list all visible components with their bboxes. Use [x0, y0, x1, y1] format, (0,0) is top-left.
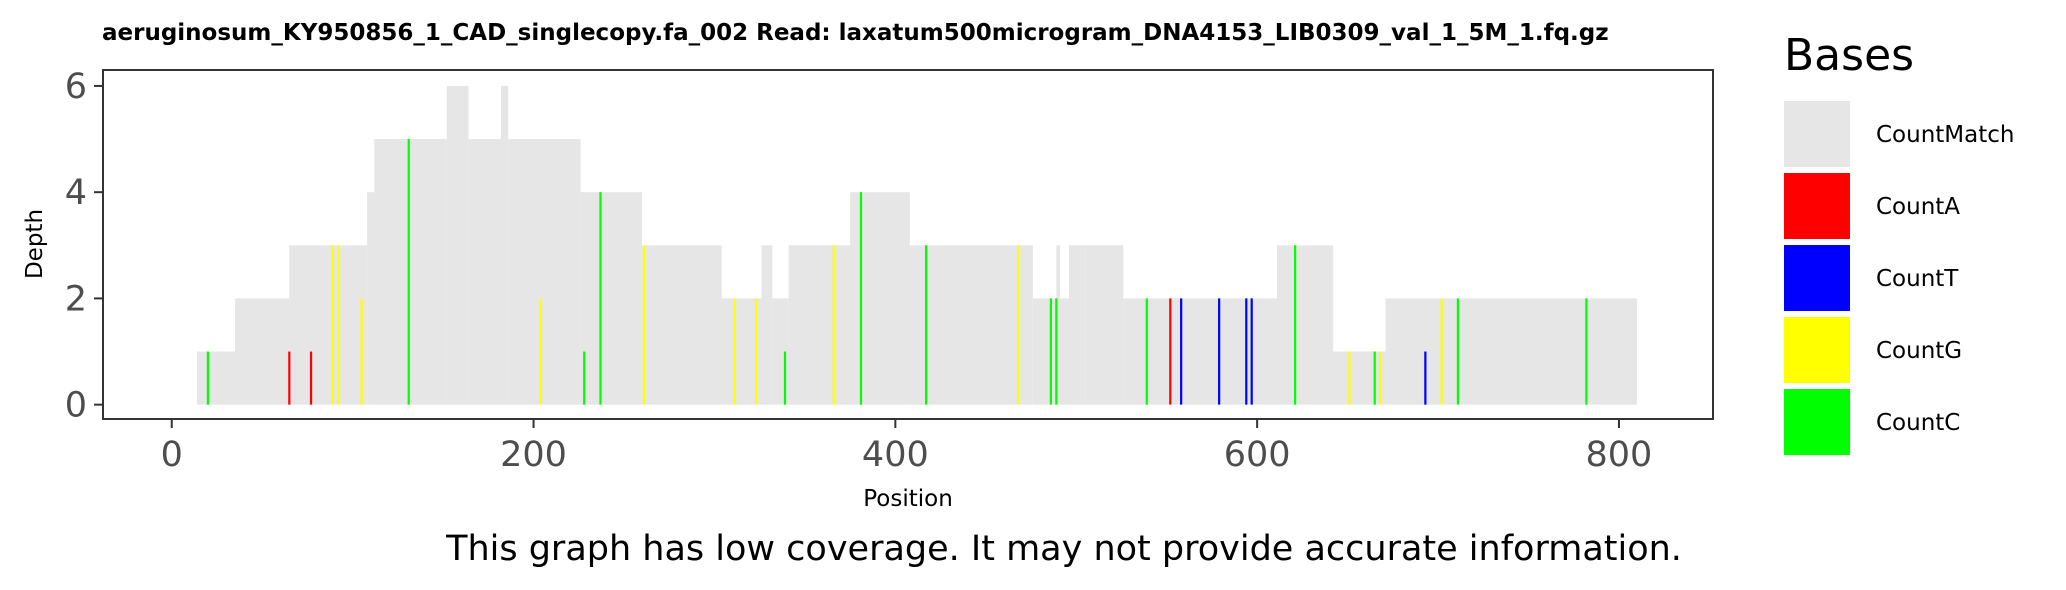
coverage-bar — [508, 139, 539, 405]
y-tick-label: 6 — [65, 67, 87, 107]
chart-title: aeruginosum_KY950856_1_CAD_singlecopy.fa… — [102, 20, 1609, 46]
coverage-bar — [850, 192, 910, 405]
coverage-bar — [1059, 298, 1069, 405]
coverage-bar — [1069, 245, 1086, 405]
coverage-bar — [446, 85, 469, 405]
x-tick-label: 600 — [1224, 435, 1291, 475]
legend-label-countt: CountT — [1876, 266, 1959, 292]
y-tick-label: 4 — [65, 173, 87, 213]
coverage-bar — [1277, 245, 1334, 405]
coverage-bar — [642, 245, 722, 405]
coverage-bar — [1385, 298, 1638, 405]
legend-key-countg — [1784, 317, 1850, 383]
coverage-bar — [580, 192, 643, 405]
coverage-bar — [1333, 351, 1386, 405]
x-tick-label: 800 — [1586, 435, 1653, 475]
legend-label-counta: CountA — [1876, 194, 1960, 220]
coverage-bar — [197, 351, 236, 405]
coverage-bar — [721, 298, 762, 405]
coverage-bar — [772, 298, 789, 405]
x-tick-label: 200 — [500, 435, 567, 475]
coverage-bar — [367, 192, 375, 405]
legend-key-countc — [1784, 389, 1850, 455]
coverage-bar — [1085, 245, 1124, 405]
y-axis-label: Depth — [22, 209, 48, 279]
y-tick-label: 0 — [65, 386, 87, 426]
legend-key-countt — [1784, 245, 1850, 311]
coverage-bar — [788, 245, 851, 405]
coverage-bar — [909, 245, 1033, 405]
x-axis-label: Position — [863, 486, 953, 512]
coverage-bar — [1032, 298, 1057, 405]
coverage-bar — [289, 245, 368, 405]
coverage-bar — [500, 85, 509, 405]
legend-key-counta — [1784, 173, 1850, 239]
legend: Bases CountMatch CountA CountT CountG CountC — [1784, 30, 2014, 455]
mismatch-layer — [206, 139, 1588, 405]
legend-label-countmatch: CountMatch — [1876, 122, 2014, 148]
plot-area — [102, 69, 1714, 420]
coverage-bar — [538, 139, 581, 405]
coverage-bar — [468, 139, 501, 405]
coverage-bar — [1056, 245, 1060, 405]
legend-title: Bases — [1784, 30, 1914, 81]
coverage-bar — [761, 245, 773, 405]
y-tick-label: 2 — [65, 279, 87, 319]
legend-key-countmatch — [1784, 101, 1850, 167]
legend-label-countg: CountG — [1876, 338, 1962, 364]
plot-border — [102, 69, 1714, 420]
coverage-bar — [374, 139, 447, 405]
x-tick-label: 0 — [161, 435, 183, 475]
coverage-bar — [235, 298, 290, 405]
coverage-layer — [197, 85, 1638, 405]
x-axis: 0 200 400 600 800 — [161, 419, 1653, 475]
x-tick-label: 400 — [862, 435, 929, 475]
low-coverage-warning: This graph has low coverage. It may not … — [445, 529, 1682, 569]
y-axis: 0 2 4 6 — [65, 67, 103, 426]
legend-label-countc: CountC — [1876, 410, 1960, 436]
